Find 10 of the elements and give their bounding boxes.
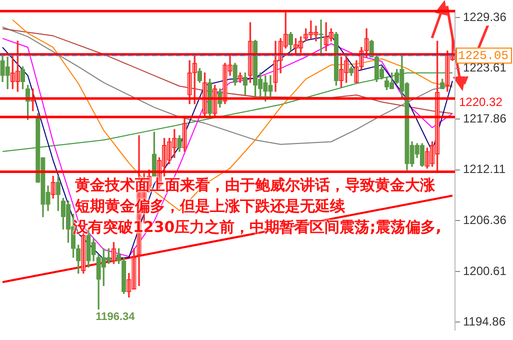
annotation: 1196.34 <box>96 311 135 324</box>
y-tick-label: 1200.61 <box>463 264 507 278</box>
y-tick-label: 1223.61 <box>463 60 507 75</box>
ref-line-label: 1225.05 <box>458 48 508 63</box>
y-tick-label: 1229.36 <box>463 10 507 24</box>
text: 1220.32 <box>459 95 502 110</box>
y-tick-label: 1194.86 <box>463 314 506 329</box>
y-tick-label: 1212.11 <box>463 162 506 176</box>
y-tick-label: 1206.36 <box>463 212 507 227</box>
y-tick-label: 1217.86 <box>463 111 507 126</box>
